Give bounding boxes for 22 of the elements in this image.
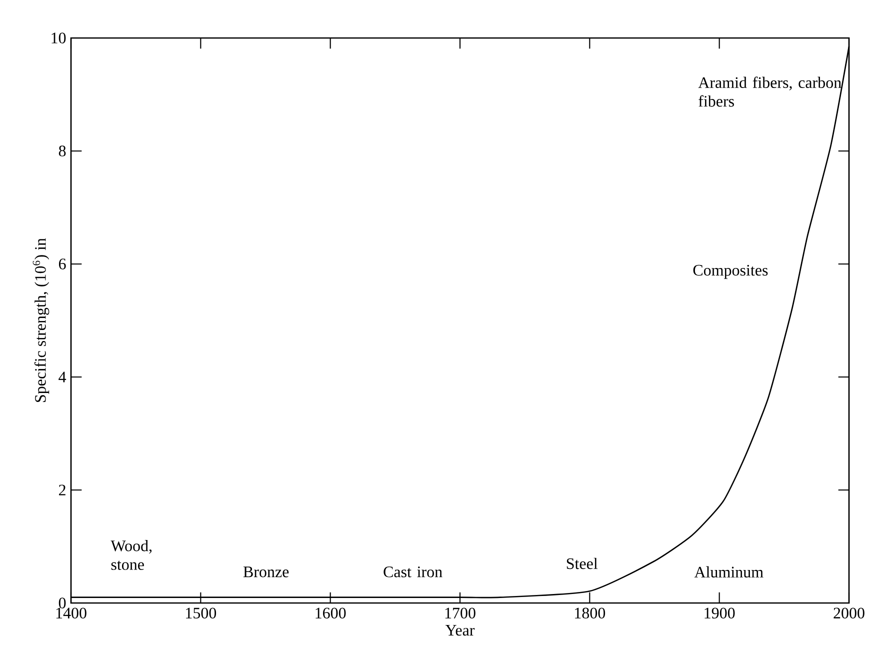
y-axis-title: Specific strength, (10$^{6}$) in [32,238,50,402]
x-tick-label: 1400 [56,608,86,618]
x-axis-title: Year [445,624,475,636]
annotation: Wood, stone [110,540,152,570]
x-tick-label: 1700 [445,608,476,618]
annotation: Steel [566,558,598,570]
x-tick-label: 1800 [575,608,606,618]
x-tick-label: 1900 [704,608,735,618]
y-tick-label: 8 [58,146,66,156]
annotation: Bronze [243,566,289,578]
x-tick-label: 1500 [186,608,216,618]
y-tick-label: 10 [52,32,66,44]
x-tick-label: 2000 [834,608,864,618]
annotation: Cast iron [384,566,442,578]
annotation: Composites [693,264,768,279]
annotation: Aramid fibers, carbon fibers [698,76,842,107]
y-tick-label: 6 [58,258,66,270]
y-tick-label: 2 [59,484,66,496]
y-tick-label: 4 [58,372,66,382]
annotation: Aluminum [694,566,764,578]
y-tick-label: 0 [58,598,66,608]
x-tick-label: 1600 [316,608,346,618]
